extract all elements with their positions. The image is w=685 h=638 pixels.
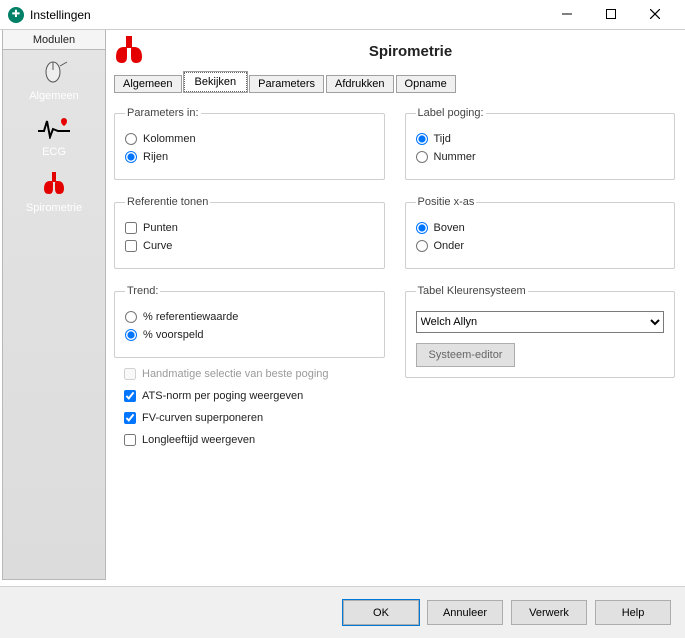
radio-voorspeld[interactable]: % voorspeld bbox=[125, 329, 374, 341]
help-button[interactable]: Help bbox=[595, 600, 671, 625]
ecg-icon bbox=[3, 114, 105, 142]
sidebar-item-label: Algemeen bbox=[3, 90, 105, 102]
tab-afdrukken[interactable]: Afdrukken bbox=[326, 75, 394, 93]
tab-opname[interactable]: Opname bbox=[396, 75, 456, 93]
radio-referentiewaarde[interactable]: % referentiewaarde bbox=[125, 311, 374, 323]
cancel-button[interactable]: Annuleer bbox=[427, 600, 503, 625]
page-title: Spirometrie bbox=[146, 43, 675, 60]
tab-label: Parameters bbox=[258, 78, 315, 90]
sidebar-item-label: ECG bbox=[3, 146, 105, 158]
check-label: FV-curven superponeren bbox=[142, 412, 263, 424]
radio-kolommen[interactable]: Kolommen bbox=[125, 133, 374, 145]
content-area: Spirometrie Algemeen Bekijken Parameters… bbox=[106, 30, 685, 580]
tab-parameters[interactable]: Parameters bbox=[249, 75, 324, 93]
sidebar-item-ecg[interactable]: ECG bbox=[3, 106, 105, 162]
page-lungs-icon bbox=[112, 36, 146, 66]
check-label: Punten bbox=[143, 222, 178, 234]
sidebar: Modulen Algemeen ECG bbox=[2, 30, 106, 580]
radio-label: Boven bbox=[434, 222, 465, 234]
sidebar-item-algemeen[interactable]: Algemeen bbox=[3, 50, 105, 106]
tabs: Algemeen Bekijken Parameters Afdrukken O… bbox=[114, 72, 675, 93]
ok-button[interactable]: OK bbox=[343, 600, 419, 625]
radio-label: Tijd bbox=[434, 133, 451, 145]
tab-label: Algemeen bbox=[123, 78, 173, 90]
titlebar: ✚ Instellingen bbox=[0, 0, 685, 30]
radio-label: % referentiewaarde bbox=[143, 311, 238, 323]
group-legend: Positie x-as bbox=[416, 196, 477, 208]
group-parameters-in: Parameters in: Kolommen Rijen bbox=[114, 107, 385, 180]
check-punten[interactable]: Punten bbox=[125, 222, 374, 234]
check-fv-curven[interactable]: FV-curven superponeren bbox=[124, 412, 385, 424]
app-icon: ✚ bbox=[8, 7, 24, 23]
radio-label: Onder bbox=[434, 240, 465, 252]
sidebar-header: Modulen bbox=[3, 30, 105, 50]
check-label: Longleeftijd weergeven bbox=[142, 434, 255, 446]
radio-label: Rijen bbox=[143, 151, 168, 163]
group-label-poging: Label poging: Tijd Nummer bbox=[405, 107, 676, 180]
maximize-button[interactable] bbox=[589, 0, 633, 29]
check-label: ATS-norm per poging weergeven bbox=[142, 390, 303, 402]
button-systeem-editor: Systeem-editor bbox=[416, 343, 516, 367]
tab-label: Bekijken bbox=[195, 76, 237, 88]
check-label: Curve bbox=[143, 240, 172, 252]
check-curve[interactable]: Curve bbox=[125, 240, 374, 252]
radio-label: Nummer bbox=[434, 151, 476, 163]
minimize-button[interactable] bbox=[545, 0, 589, 29]
close-button[interactable] bbox=[633, 0, 677, 29]
radio-onder[interactable]: Onder bbox=[416, 240, 665, 252]
check-ats-norm[interactable]: ATS-norm per poging weergeven bbox=[124, 390, 385, 402]
lungs-icon bbox=[3, 170, 105, 198]
group-legend: Referentie tonen bbox=[125, 196, 210, 208]
group-legend: Tabel Kleurensysteem bbox=[416, 285, 528, 297]
group-trend: Trend: % referentiewaarde % voorspeld bbox=[114, 285, 385, 358]
radio-rijen[interactable]: Rijen bbox=[125, 151, 374, 163]
radio-tijd[interactable]: Tijd bbox=[416, 133, 665, 145]
sidebar-item-spirometrie[interactable]: Spirometrie bbox=[3, 162, 105, 218]
radio-label: % voorspeld bbox=[143, 329, 204, 341]
check-label: Handmatige selectie van beste poging bbox=[142, 368, 329, 380]
group-legend: Parameters in: bbox=[125, 107, 201, 119]
group-positie-x-as: Positie x-as Boven Onder bbox=[405, 196, 676, 269]
radio-boven[interactable]: Boven bbox=[416, 222, 665, 234]
radio-nummer[interactable]: Nummer bbox=[416, 151, 665, 163]
group-tabel-kleurensysteem: Tabel Kleurensysteem Welch Allyn Systeem… bbox=[405, 285, 676, 378]
check-handmatige-selectie: Handmatige selectie van beste poging bbox=[124, 368, 385, 380]
group-legend: Label poging: bbox=[416, 107, 486, 119]
select-kleurensysteem[interactable]: Welch Allyn bbox=[416, 311, 665, 333]
sidebar-item-label: Spirometrie bbox=[3, 202, 105, 214]
radio-label: Kolommen bbox=[143, 133, 196, 145]
group-referentie-tonen: Referentie tonen Punten Curve bbox=[114, 196, 385, 269]
tab-label: Opname bbox=[405, 78, 447, 90]
apply-button[interactable]: Verwerk bbox=[511, 600, 587, 625]
window-title: Instellingen bbox=[30, 8, 91, 22]
bottom-bar: OK Annuleer Verwerk Help bbox=[0, 586, 685, 638]
tab-bekijken[interactable]: Bekijken bbox=[184, 72, 248, 92]
mouse-icon bbox=[3, 58, 105, 86]
tab-algemeen[interactable]: Algemeen bbox=[114, 75, 182, 93]
group-legend: Trend: bbox=[125, 285, 160, 297]
tab-label: Afdrukken bbox=[335, 78, 385, 90]
check-longleeftijd[interactable]: Longleeftijd weergeven bbox=[124, 434, 385, 446]
